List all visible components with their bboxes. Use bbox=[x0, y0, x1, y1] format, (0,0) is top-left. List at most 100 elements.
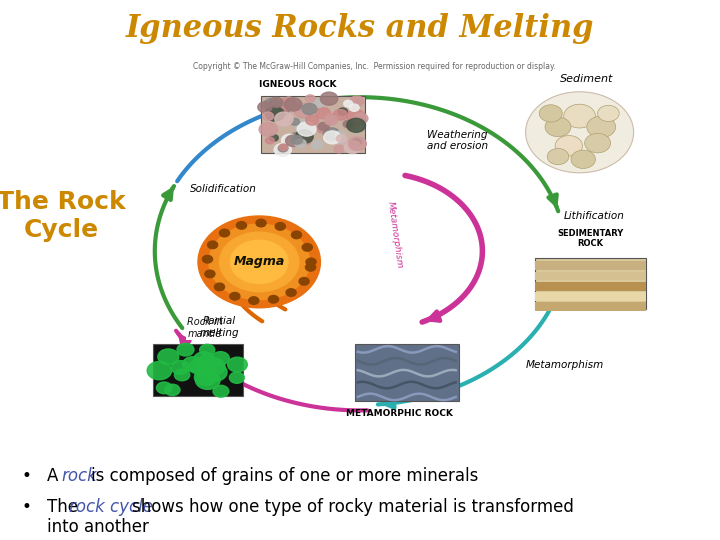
Circle shape bbox=[352, 99, 361, 106]
Circle shape bbox=[209, 224, 310, 300]
Circle shape bbox=[198, 216, 320, 308]
Circle shape bbox=[346, 119, 359, 130]
Circle shape bbox=[325, 113, 338, 123]
FancyBboxPatch shape bbox=[534, 258, 647, 309]
FancyBboxPatch shape bbox=[534, 292, 647, 301]
Circle shape bbox=[290, 132, 307, 144]
Circle shape bbox=[290, 118, 300, 125]
Circle shape bbox=[228, 357, 247, 372]
Circle shape bbox=[275, 222, 285, 230]
Text: A: A bbox=[47, 467, 63, 485]
Circle shape bbox=[220, 229, 230, 237]
Circle shape bbox=[199, 217, 319, 307]
Circle shape bbox=[547, 148, 569, 165]
Circle shape bbox=[199, 345, 215, 355]
Text: Magma: Magma bbox=[233, 255, 285, 268]
Circle shape bbox=[213, 386, 229, 397]
Text: Partial
melting: Partial melting bbox=[199, 316, 240, 338]
Circle shape bbox=[325, 115, 338, 125]
Circle shape bbox=[202, 358, 225, 375]
FancyBboxPatch shape bbox=[534, 261, 647, 270]
Circle shape bbox=[262, 112, 274, 120]
Circle shape bbox=[354, 113, 368, 124]
Circle shape bbox=[297, 122, 316, 136]
Circle shape bbox=[259, 123, 277, 136]
Circle shape bbox=[555, 136, 582, 156]
Circle shape bbox=[256, 219, 266, 227]
Circle shape bbox=[320, 92, 338, 105]
Circle shape bbox=[230, 293, 240, 300]
Circle shape bbox=[156, 382, 172, 394]
Circle shape bbox=[183, 357, 202, 372]
Circle shape bbox=[294, 103, 314, 118]
Text: •: • bbox=[22, 497, 32, 516]
Circle shape bbox=[230, 240, 288, 284]
Text: Igneous Rocks and Melting: Igneous Rocks and Melting bbox=[126, 14, 594, 44]
Circle shape bbox=[212, 352, 229, 365]
Circle shape bbox=[202, 255, 212, 263]
Circle shape bbox=[266, 137, 274, 144]
Circle shape bbox=[147, 361, 171, 380]
Circle shape bbox=[313, 99, 325, 107]
Circle shape bbox=[158, 349, 179, 365]
Circle shape bbox=[306, 258, 316, 266]
Circle shape bbox=[323, 128, 340, 140]
Circle shape bbox=[236, 221, 246, 229]
Circle shape bbox=[278, 145, 288, 152]
Circle shape bbox=[302, 244, 312, 251]
Circle shape bbox=[194, 352, 215, 368]
Circle shape bbox=[318, 123, 329, 131]
Circle shape bbox=[174, 369, 190, 381]
Circle shape bbox=[286, 289, 296, 296]
Circle shape bbox=[343, 120, 353, 127]
Circle shape bbox=[284, 97, 294, 105]
Circle shape bbox=[274, 143, 292, 156]
Text: •: • bbox=[22, 467, 32, 485]
Circle shape bbox=[343, 100, 353, 107]
Circle shape bbox=[215, 283, 225, 291]
Circle shape bbox=[347, 118, 366, 132]
Circle shape bbox=[305, 264, 315, 271]
Circle shape bbox=[539, 105, 562, 122]
Circle shape bbox=[296, 133, 312, 145]
Circle shape bbox=[317, 124, 329, 133]
Circle shape bbox=[270, 97, 283, 107]
FancyBboxPatch shape bbox=[261, 96, 365, 152]
Circle shape bbox=[312, 140, 323, 149]
FancyBboxPatch shape bbox=[153, 345, 243, 395]
Text: rock: rock bbox=[61, 467, 97, 485]
Circle shape bbox=[349, 104, 359, 111]
Circle shape bbox=[205, 270, 215, 278]
Circle shape bbox=[269, 134, 278, 141]
Text: rock cycle: rock cycle bbox=[69, 497, 153, 516]
Circle shape bbox=[346, 110, 365, 124]
Text: Metamorphism: Metamorphism bbox=[385, 201, 404, 269]
Circle shape bbox=[333, 110, 348, 120]
Circle shape bbox=[294, 139, 306, 147]
Text: SEDIMENTARY
ROCK: SEDIMENTARY ROCK bbox=[557, 229, 624, 248]
Circle shape bbox=[266, 107, 284, 121]
FancyBboxPatch shape bbox=[534, 302, 647, 311]
Circle shape bbox=[344, 141, 361, 153]
Circle shape bbox=[338, 108, 348, 115]
Text: Metamorphism: Metamorphism bbox=[526, 360, 604, 369]
Text: The: The bbox=[47, 497, 83, 516]
Circle shape bbox=[207, 241, 217, 248]
Circle shape bbox=[564, 104, 595, 128]
Circle shape bbox=[279, 98, 296, 110]
Circle shape bbox=[351, 139, 361, 146]
Circle shape bbox=[323, 131, 341, 144]
Circle shape bbox=[335, 131, 346, 139]
Circle shape bbox=[275, 112, 293, 126]
Circle shape bbox=[295, 119, 315, 134]
Circle shape bbox=[299, 278, 309, 285]
Text: Sediment: Sediment bbox=[560, 73, 613, 84]
Text: Lithification: Lithification bbox=[564, 211, 624, 221]
Text: Rock in
mantle: Rock in mantle bbox=[187, 317, 223, 339]
Text: The Rock
Cycle: The Rock Cycle bbox=[0, 190, 125, 242]
Circle shape bbox=[305, 95, 315, 102]
Circle shape bbox=[350, 96, 364, 106]
Circle shape bbox=[220, 232, 299, 292]
Circle shape bbox=[587, 116, 616, 138]
Circle shape bbox=[197, 355, 216, 370]
